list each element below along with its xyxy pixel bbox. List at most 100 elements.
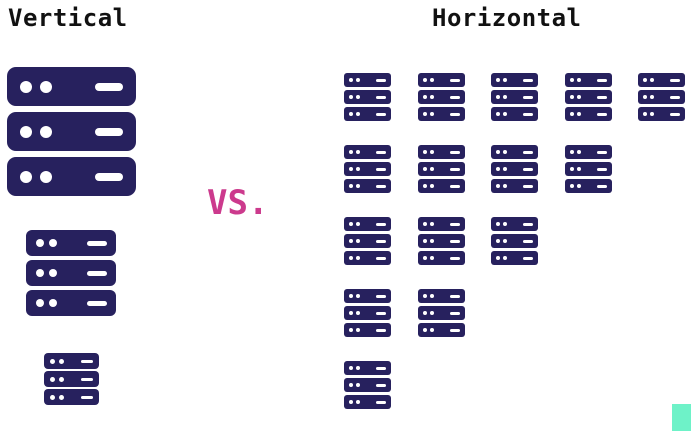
server-stack-icon (491, 251, 538, 265)
server-slot (450, 185, 460, 188)
server-slot (376, 151, 386, 154)
server-led-2 (49, 299, 57, 307)
server-slot (376, 312, 386, 315)
server-led-1 (36, 299, 44, 307)
server-led-1 (570, 150, 574, 154)
server-slot (95, 83, 123, 91)
server-led-1 (643, 95, 647, 99)
server-led-1 (496, 222, 500, 226)
server-slot (670, 79, 680, 82)
server-led-1 (349, 400, 353, 404)
server-led-1 (643, 78, 647, 82)
server-led-1 (423, 256, 427, 260)
server-led-1 (496, 184, 500, 188)
server-led-1 (349, 95, 353, 99)
server-led-1 (20, 171, 32, 183)
server-led-2 (356, 184, 360, 188)
server-led-1 (349, 150, 353, 154)
server-stack-icon (638, 90, 685, 104)
server-stack-icon (638, 73, 685, 87)
server-slot (95, 173, 123, 181)
server-led-2 (40, 171, 52, 183)
server-led-1 (423, 184, 427, 188)
server-led-2 (503, 167, 507, 171)
server-led-1 (423, 294, 427, 298)
horizontal-server-r1c3 (491, 73, 538, 121)
server-slot (523, 96, 533, 99)
server-slot (450, 223, 460, 226)
server-slot (450, 79, 460, 82)
server-stack-icon (344, 395, 391, 409)
server-led-2 (577, 184, 581, 188)
server-led-1 (349, 167, 353, 171)
server-slot (450, 113, 460, 116)
server-slot (523, 151, 533, 154)
horizontal-server-r2c3 (491, 145, 538, 193)
server-led-2 (356, 366, 360, 370)
server-stack-icon (26, 260, 116, 286)
server-stack-icon (418, 90, 465, 104)
server-led-2 (356, 112, 360, 116)
server-led-1 (349, 311, 353, 315)
server-led-2 (430, 112, 434, 116)
server-stack-icon (418, 179, 465, 193)
server-led-1 (570, 112, 574, 116)
server-stack-icon (565, 73, 612, 87)
corner-marker (672, 404, 691, 431)
server-led-2 (356, 150, 360, 154)
server-stack-icon (418, 107, 465, 121)
server-led-1 (49, 395, 55, 400)
server-led-2 (430, 150, 434, 154)
horizontal-server-r3c3 (491, 217, 538, 265)
server-led-2 (356, 78, 360, 82)
server-led-2 (430, 167, 434, 171)
server-slot (670, 113, 680, 116)
server-slot (376, 384, 386, 387)
server-led-1 (423, 150, 427, 154)
server-slot (523, 113, 533, 116)
server-led-1 (423, 311, 427, 315)
server-stack-icon (418, 234, 465, 248)
server-led-1 (643, 112, 647, 116)
server-led-2 (430, 294, 434, 298)
server-led-1 (349, 328, 353, 332)
server-stack-icon (344, 107, 391, 121)
server-led-2 (356, 383, 360, 387)
server-stack-icon (418, 217, 465, 231)
server-slot (81, 396, 93, 399)
server-led-2 (503, 184, 507, 188)
server-led-2 (40, 126, 52, 138)
server-led-2 (58, 377, 64, 382)
server-led-2 (577, 95, 581, 99)
server-led-2 (40, 81, 52, 93)
server-led-2 (356, 311, 360, 315)
server-stack-icon (344, 361, 391, 375)
server-led-1 (49, 359, 55, 364)
server-slot (81, 378, 93, 381)
server-led-1 (423, 95, 427, 99)
server-led-2 (58, 395, 64, 400)
horizontal-server-r4c2 (418, 289, 465, 337)
server-slot (376, 329, 386, 332)
server-slot (523, 185, 533, 188)
server-led-2 (503, 239, 507, 243)
server-slot (376, 113, 386, 116)
vertical-server-medium (26, 230, 116, 316)
server-led-2 (356, 239, 360, 243)
server-slot (376, 401, 386, 404)
server-led-1 (570, 184, 574, 188)
server-slot (597, 113, 607, 116)
server-led-1 (36, 239, 44, 247)
server-led-1 (349, 78, 353, 82)
server-led-2 (356, 328, 360, 332)
server-slot (450, 240, 460, 243)
server-led-1 (423, 112, 427, 116)
server-stack-icon (7, 67, 136, 106)
server-led-1 (349, 256, 353, 260)
server-slot (450, 168, 460, 171)
vertical-server-large (7, 67, 136, 196)
horizontal-scaling-title: Horizontal (432, 4, 582, 32)
server-led-2 (430, 184, 434, 188)
server-stack-icon (491, 107, 538, 121)
server-led-1 (496, 95, 500, 99)
